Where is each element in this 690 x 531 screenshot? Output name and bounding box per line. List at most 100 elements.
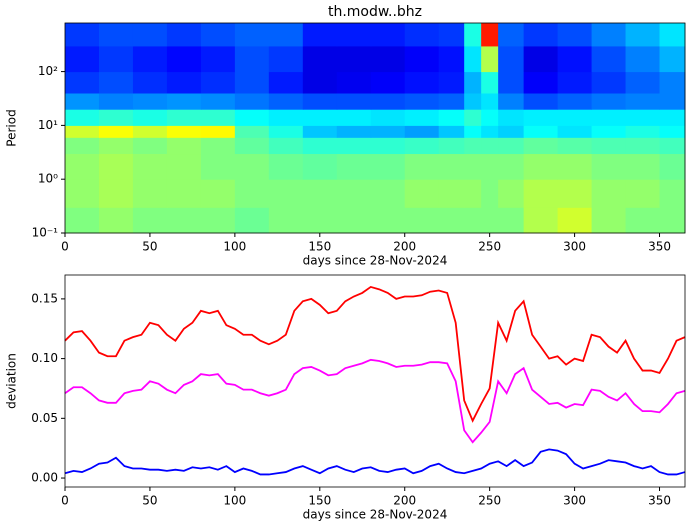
heat-cell	[370, 179, 406, 208]
heat-cell	[438, 153, 465, 180]
heat-cell	[404, 137, 440, 155]
y-tick-label: 0.05	[31, 411, 58, 425]
chart-title: th.modw..bhz	[328, 4, 422, 20]
heat-cell	[65, 137, 100, 155]
x-tick-label: 100	[223, 240, 246, 254]
heat-cell	[98, 207, 134, 234]
heat-cell	[523, 153, 559, 180]
heat-cell	[98, 109, 134, 126]
heat-cell	[200, 137, 236, 155]
x-tick-label: 300	[563, 494, 586, 508]
heat-cell	[166, 109, 202, 126]
heat-cell	[370, 93, 406, 110]
heat-cell	[481, 93, 499, 110]
heat-cell	[302, 153, 338, 180]
heat-cell	[464, 45, 482, 73]
heat-cell	[234, 179, 270, 208]
heat-cell	[98, 153, 134, 180]
heat-cell	[498, 153, 525, 180]
y-tick-label: 0.00	[31, 471, 58, 485]
heat-cell	[625, 109, 661, 126]
heat-cell	[370, 71, 406, 94]
heat-cell	[98, 71, 134, 94]
heat-cell	[464, 137, 482, 155]
x-tick-label: 0	[61, 240, 69, 254]
heat-cell	[268, 137, 304, 155]
heat-cell	[302, 71, 338, 94]
heat-cell	[234, 109, 270, 126]
heat-cell	[166, 207, 202, 234]
heat-cell	[557, 93, 593, 110]
heat-cell	[591, 125, 627, 138]
heat-cell	[98, 45, 134, 73]
heat-cell	[268, 109, 304, 126]
heat-cell	[302, 125, 338, 138]
heat-cell	[464, 23, 482, 47]
x-tick-label: 100	[223, 494, 246, 508]
heat-cell	[302, 93, 338, 110]
heat-cell	[65, 125, 100, 138]
heat-cell	[557, 179, 593, 208]
heat-cell	[268, 23, 304, 47]
heat-cell	[268, 71, 304, 94]
heat-cell	[166, 71, 202, 94]
heat-cell	[498, 93, 525, 110]
heat-cell	[65, 45, 100, 73]
heat-cell	[481, 71, 499, 94]
heat-cell	[302, 179, 338, 208]
heat-cell	[557, 125, 593, 138]
heat-cell	[659, 125, 686, 138]
heat-cell	[438, 179, 465, 208]
heat-cell	[404, 125, 440, 138]
heat-cell	[370, 137, 406, 155]
heat-cell	[438, 45, 465, 73]
x-tick-label: 200	[393, 494, 416, 508]
heat-cell	[625, 23, 661, 47]
heat-cell	[498, 125, 525, 138]
heat-cell	[370, 45, 406, 73]
heat-cell	[591, 71, 627, 94]
heat-cell	[234, 207, 270, 234]
heat-cell	[659, 93, 686, 110]
heat-cell	[625, 45, 661, 73]
heat-cell	[438, 109, 465, 126]
heat-cell	[481, 153, 499, 180]
x-tick-label: 250	[478, 494, 501, 508]
heat-cell	[404, 109, 440, 126]
heat-cell	[498, 23, 525, 47]
heat-cell	[166, 153, 202, 180]
heat-cell	[591, 153, 627, 180]
heat-cell	[498, 207, 525, 234]
heat-cell	[659, 109, 686, 126]
heat-cell	[200, 109, 236, 126]
y-tick-label: 0.15	[31, 291, 58, 305]
heat-cell	[523, 45, 559, 73]
heat-cell	[65, 207, 100, 234]
heat-cell	[336, 153, 372, 180]
heat-cell	[132, 207, 168, 234]
heat-cell	[132, 179, 168, 208]
heat-cell	[464, 153, 482, 180]
x-axis-label: days since 28-Nov-2024	[303, 508, 448, 522]
y-axis-label: deviation	[5, 353, 19, 409]
heat-cell	[523, 137, 559, 155]
heat-cell	[557, 153, 593, 180]
y-tick-label: 10⁻¹	[32, 226, 59, 240]
heat-cell	[336, 109, 372, 126]
heat-cell	[659, 71, 686, 94]
heat-cell	[336, 23, 372, 47]
x-tick-label: 50	[142, 494, 157, 508]
heat-cell	[234, 93, 270, 110]
x-tick-label: 350	[648, 240, 671, 254]
heat-cell	[302, 137, 338, 155]
axes-frame	[64, 22, 686, 234]
heat-cell	[481, 45, 499, 73]
heat-cell	[98, 179, 134, 208]
y-axis-label: Period	[5, 109, 19, 146]
heat-cell	[404, 93, 440, 110]
heat-cell	[557, 207, 593, 234]
heat-cell	[591, 23, 627, 47]
heat-cell	[498, 109, 525, 126]
heat-cell	[98, 125, 134, 138]
heat-cell	[659, 153, 686, 180]
